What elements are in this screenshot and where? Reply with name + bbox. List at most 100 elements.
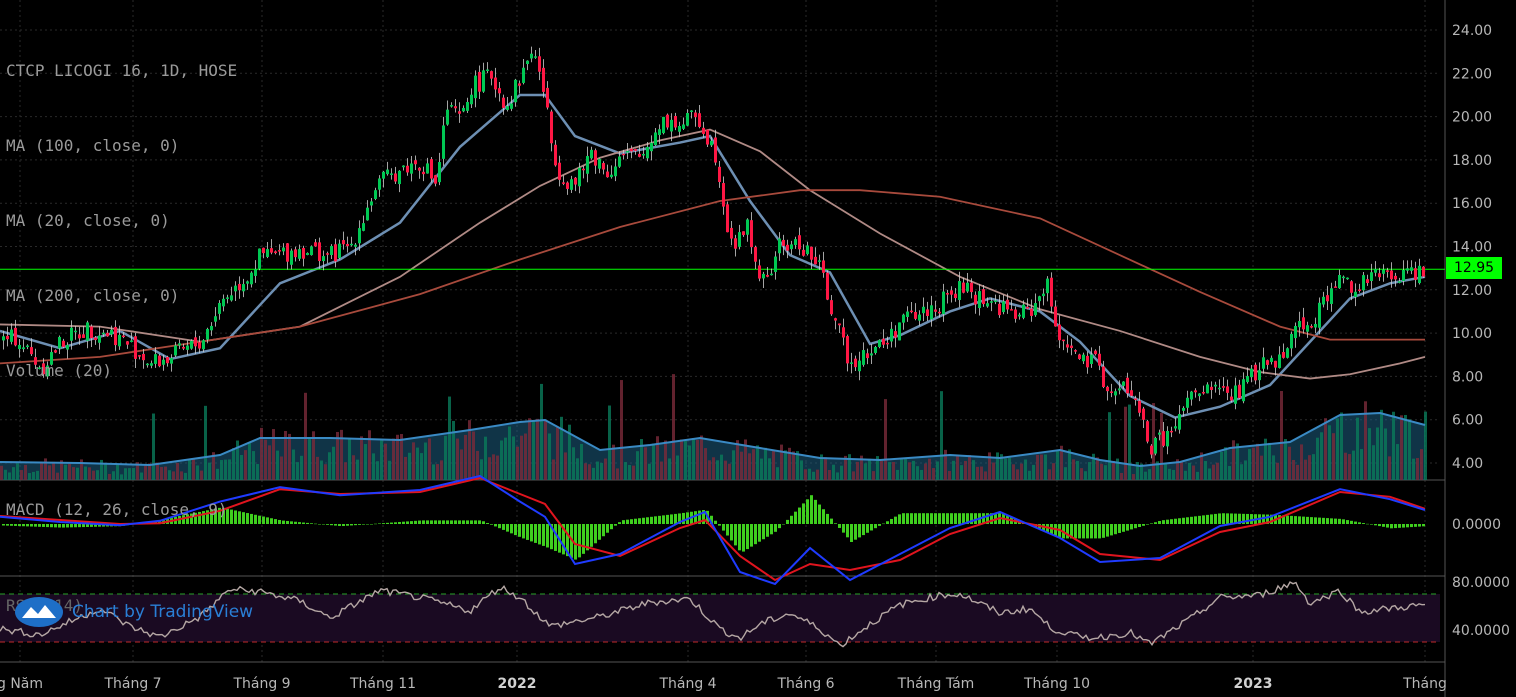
- candle-body: [802, 249, 805, 256]
- candle-body: [406, 165, 409, 173]
- volume-bar: [836, 472, 839, 480]
- candle-body: [1146, 421, 1149, 442]
- macd-histogram-bar: [262, 516, 265, 524]
- macd-histogram-bar: [1094, 524, 1097, 539]
- macd-histogram-bar: [82, 524, 85, 528]
- ma20-line: [0, 93, 1426, 419]
- volume-bar: [940, 391, 943, 480]
- price-tick-label: 18.00: [1452, 153, 1492, 169]
- candle-body: [774, 256, 777, 272]
- macd-histogram-bar: [698, 510, 701, 524]
- macd-histogram-bar: [334, 524, 337, 526]
- price-tick-label: 22.00: [1452, 66, 1492, 82]
- volume-bar: [1220, 451, 1223, 480]
- volume-bar: [884, 399, 887, 480]
- candle-body: [318, 242, 321, 262]
- macd-histogram-bar: [1374, 524, 1377, 526]
- candle-body: [838, 323, 841, 326]
- macd-histogram-bar: [834, 523, 837, 524]
- macd-histogram-bar: [710, 515, 713, 524]
- candle-body: [206, 328, 209, 340]
- volume-bar: [316, 456, 319, 480]
- candle-body: [1258, 370, 1261, 381]
- candle-body: [638, 153, 641, 157]
- price-tick-label: 4.00: [1452, 456, 1483, 472]
- macd-histogram-bar: [1298, 516, 1301, 524]
- volume-bar: [596, 461, 599, 480]
- volume-bar: [104, 463, 107, 480]
- volume-bar: [528, 418, 531, 480]
- volume-bar: [748, 453, 751, 480]
- volume-bar: [324, 464, 327, 480]
- macd-histogram-bar: [670, 514, 673, 524]
- macd-histogram-bar: [6, 524, 9, 526]
- volume-bar: [972, 460, 975, 480]
- macd-histogram-bar: [754, 524, 757, 545]
- macd-histogram-bar: [1070, 524, 1073, 539]
- candle-body: [914, 311, 917, 319]
- candle-body: [270, 248, 273, 253]
- macd-histogram-bar: [1066, 524, 1069, 539]
- candle-body: [554, 144, 557, 166]
- volume-bar: [856, 461, 859, 480]
- macd-histogram-bar: [574, 524, 577, 560]
- macd-histogram-bar: [1194, 516, 1197, 524]
- macd-histogram-bar: [50, 524, 53, 528]
- macd-histogram-bar: [290, 521, 293, 524]
- candle-body: [438, 162, 441, 183]
- volume-bar: [784, 450, 787, 480]
- macd-histogram-bar: [258, 515, 261, 524]
- macd-histogram-bar: [646, 517, 649, 524]
- candle-body: [846, 336, 849, 364]
- volume-bar: [1200, 452, 1203, 480]
- macd-histogram-bar: [1370, 524, 1373, 525]
- volume-bar: [624, 462, 627, 480]
- volume-bar: [1344, 452, 1347, 480]
- candle-body: [1358, 289, 1361, 291]
- macd-histogram-bar: [610, 524, 613, 530]
- legend-title: CTCP LICOGI 16, 1D, HOSE: [6, 61, 238, 80]
- macd-histogram-bar: [1338, 518, 1341, 524]
- macd-histogram-bar: [722, 524, 725, 531]
- volume-bar: [1280, 390, 1283, 480]
- legend-ma100: MA (100, close, 0): [6, 136, 180, 155]
- tradingview-watermark[interactable]: Chart by TradingView: [14, 596, 253, 628]
- volume-bar: [36, 470, 39, 480]
- volume-bar: [1008, 457, 1011, 480]
- macd-histogram-bar: [870, 524, 873, 531]
- macd-histogram-bar: [1414, 524, 1417, 527]
- candle-body: [926, 309, 929, 316]
- candle-body: [486, 69, 489, 72]
- candle-body: [514, 79, 517, 103]
- candle-body: [1370, 272, 1373, 282]
- candle-body: [1078, 354, 1081, 359]
- macd-histogram-bar: [818, 504, 821, 524]
- volume-bar: [552, 459, 555, 480]
- macd-histogram-bar: [650, 516, 653, 524]
- volume-bar: [988, 452, 991, 480]
- macd-histogram-bar: [1198, 515, 1201, 524]
- volume-bar: [984, 471, 987, 480]
- volume-bar: [492, 454, 495, 480]
- macd-histogram-bar: [42, 524, 45, 527]
- volume-bar: [192, 459, 195, 480]
- candle-body: [702, 127, 705, 134]
- macd-histogram-bar: [302, 522, 305, 524]
- volume-bar: [80, 459, 83, 480]
- candle-body: [322, 256, 325, 262]
- macd-histogram-bar: [446, 520, 449, 524]
- volume-bar: [980, 466, 983, 480]
- volume-bar: [484, 436, 487, 480]
- macd-histogram-bar: [62, 524, 65, 528]
- macd-histogram-bar: [1158, 521, 1161, 524]
- volume-bar: [864, 463, 867, 480]
- macd-histogram-bar: [1090, 524, 1093, 539]
- volume-bar: [204, 405, 207, 480]
- macd-histogram-bar: [510, 524, 513, 534]
- volume-bar: [1096, 457, 1099, 480]
- volume-bar: [176, 462, 179, 480]
- candle-body: [1182, 407, 1185, 411]
- volume-bar: [1308, 455, 1311, 480]
- candle-body: [882, 338, 885, 345]
